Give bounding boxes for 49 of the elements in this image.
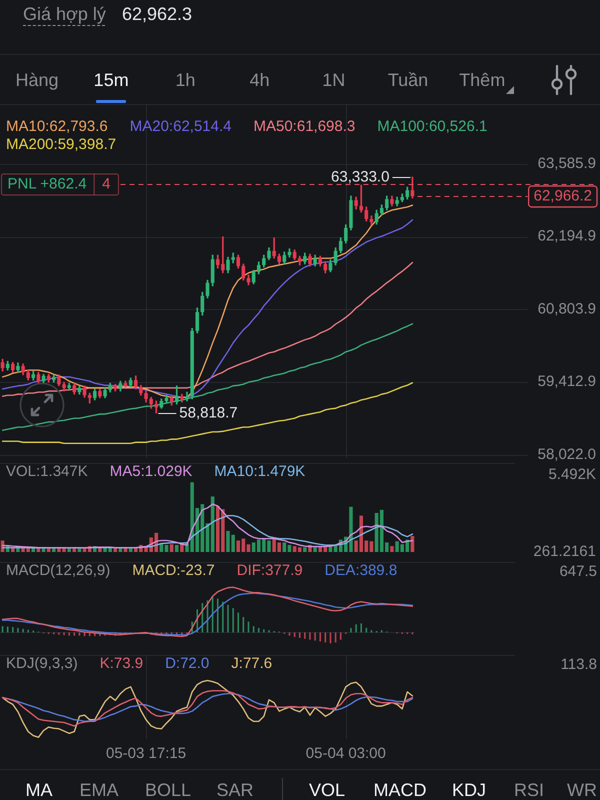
series-label: DEA:389.8 <box>324 562 398 580</box>
text: MA <box>26 779 52 800</box>
text: MA5:1.029K <box>110 463 192 481</box>
annotation: 63,333.0 <box>331 168 390 186</box>
text: 1N <box>322 69 346 91</box>
text: Thêm <box>459 69 506 91</box>
y-tick-label: 60,803.9 <box>538 300 596 318</box>
text: KDJ <box>452 779 486 800</box>
text: MACD <box>374 779 426 800</box>
series-label: DIF:377.9 <box>236 562 303 580</box>
series-label: D:72.0 <box>165 655 210 673</box>
x-tick-label: 05-04 03:00 <box>306 745 386 762</box>
text: 113.8 <box>560 656 597 674</box>
text: MACD:-23.7 <box>132 562 215 580</box>
y-tick-label: 5.492K <box>548 466 596 484</box>
text: RSI <box>514 779 544 800</box>
text: Tuần <box>388 69 428 91</box>
text: MA20:62,514.4 <box>130 118 232 136</box>
text: SAR <box>216 779 254 800</box>
text: VOL <box>308 779 346 800</box>
legend-title: MACD(12,26,9) <box>6 562 110 580</box>
text: 647.5 <box>559 563 597 581</box>
series-label: J:77.6 <box>231 655 272 673</box>
ref-line-label: 62,966.2 <box>534 188 592 205</box>
text: 1h <box>175 69 196 91</box>
text: 62,962.3 <box>122 3 192 25</box>
ref-line-label: PNL +862.4 4 <box>8 176 110 193</box>
y-tick-label: 58,022.0 <box>538 446 596 463</box>
text: EMA <box>79 779 119 800</box>
text: Hàng <box>15 69 59 91</box>
text: BOLL <box>144 779 192 800</box>
text: MA10:62,793.6 <box>6 118 108 136</box>
text: MA200:59,398.7 <box>6 136 116 154</box>
text: MA10:1.479K <box>214 463 306 481</box>
y-tick-label: 63,585.9 <box>538 154 596 172</box>
y-tick-label: 62,194.9 <box>538 228 596 245</box>
text: Giá hợp lý <box>23 3 106 25</box>
legend-title: VOL:1.347K <box>6 463 88 481</box>
series-label: K:73.9 <box>100 655 144 673</box>
text: WR <box>567 779 597 800</box>
text: MA100:60,526.1 <box>377 118 488 136</box>
legend-title: KDJ(9,3,3) <box>6 655 78 673</box>
x-tick-label: 05-03 17:15 <box>106 745 186 762</box>
text: 15m <box>94 69 129 91</box>
text: MA50:61,698.3 <box>254 118 356 136</box>
text: 4h <box>250 69 270 91</box>
annotation: 58,818.7 <box>179 404 238 422</box>
y-tick-label: 261.2161 <box>533 543 596 560</box>
y-tick-label: 59,412.9 <box>538 373 596 390</box>
